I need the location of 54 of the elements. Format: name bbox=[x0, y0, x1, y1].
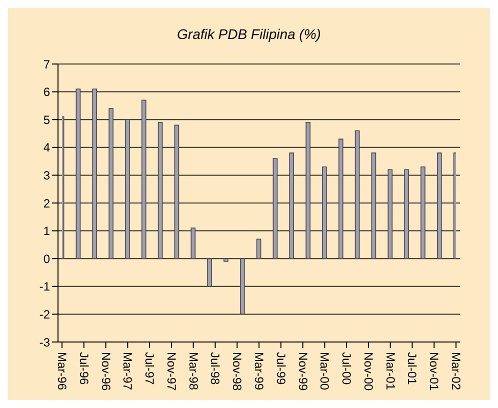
bar bbox=[322, 166, 327, 259]
x-tick-label: Jul-96 bbox=[76, 352, 91, 386]
bar bbox=[388, 169, 393, 259]
bar bbox=[289, 152, 294, 259]
bar bbox=[338, 138, 344, 259]
x-tick-label: Mar-00 bbox=[318, 352, 332, 390]
y-tick-label: -3 bbox=[39, 335, 50, 350]
x-tick-label: Jul-99 bbox=[274, 352, 288, 386]
bar bbox=[404, 169, 409, 259]
y-tick-label: 4 bbox=[43, 140, 50, 155]
x-tick-label: Mar-01 bbox=[383, 352, 398, 390]
bar bbox=[436, 152, 442, 259]
bar bbox=[158, 122, 163, 259]
x-tick-label: Nov-00 bbox=[361, 352, 376, 392]
bar bbox=[272, 158, 278, 259]
bar bbox=[92, 88, 98, 259]
bar bbox=[420, 166, 426, 259]
x-tick-label: Jul-98 bbox=[208, 352, 222, 386]
x-tick-label: Mar-98 bbox=[186, 352, 200, 390]
x-tick-label: Jul-97 bbox=[142, 352, 157, 386]
x-tick-label: Jul-00 bbox=[340, 352, 354, 386]
bar bbox=[108, 108, 114, 259]
bar bbox=[371, 152, 376, 259]
y-tick-label: 3 bbox=[43, 168, 50, 182]
y-tick-label: -1 bbox=[39, 280, 50, 294]
y-tick-label: 0 bbox=[43, 252, 50, 266]
chart-title: Grafik PDB Filipina (%) bbox=[176, 25, 322, 44]
bar bbox=[354, 130, 360, 259]
x-tick-label: Nov-96 bbox=[98, 352, 113, 392]
bar bbox=[125, 119, 130, 259]
bar bbox=[240, 258, 245, 315]
bar bbox=[256, 238, 262, 259]
x-tick-label: Mar-96 bbox=[55, 352, 69, 390]
y-tick-label: 6 bbox=[43, 85, 50, 100]
y-tick-label: 7 bbox=[43, 57, 50, 72]
bar bbox=[190, 228, 196, 259]
bar bbox=[141, 100, 146, 259]
bar bbox=[174, 124, 180, 259]
bar bbox=[306, 122, 310, 259]
x-tick-label: Mar-99 bbox=[252, 352, 266, 390]
x-tick-label: Nov-98 bbox=[230, 352, 244, 392]
x-tick-label: Nov-01 bbox=[427, 352, 442, 392]
bar bbox=[207, 258, 212, 287]
x-tick-label: Nov-97 bbox=[164, 352, 178, 392]
y-tick-label: 1 bbox=[43, 224, 50, 238]
x-tick-label: Nov-99 bbox=[296, 352, 310, 392]
x-tick-label: Jul-01 bbox=[405, 352, 420, 386]
y-tick-label: -2 bbox=[39, 307, 50, 322]
bar bbox=[76, 88, 81, 259]
x-tick-label: Mar-02 bbox=[449, 352, 463, 390]
bar bbox=[224, 258, 228, 262]
y-tick-label: 2 bbox=[43, 196, 50, 210]
x-tick-label: Mar-97 bbox=[120, 352, 135, 390]
y-tick-label: 5 bbox=[43, 112, 50, 127]
